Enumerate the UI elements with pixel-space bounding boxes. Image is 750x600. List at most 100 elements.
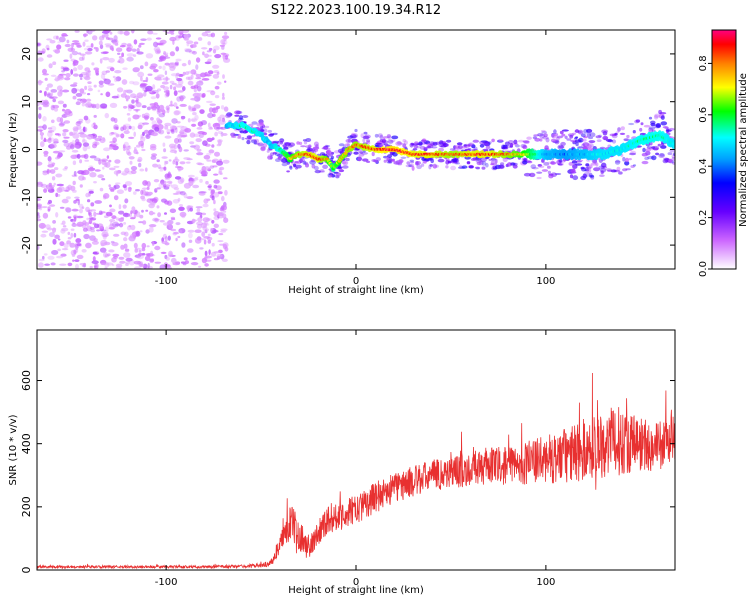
ridge-halo — [283, 146, 289, 150]
ridge-halo — [448, 160, 452, 164]
ridge-halo — [361, 152, 368, 155]
noise-speck — [67, 216, 72, 219]
noise-speck — [168, 63, 175, 68]
noise-speck — [125, 98, 129, 102]
noise-speck — [179, 95, 184, 102]
ridge-halo — [640, 122, 644, 126]
noise-speck — [62, 89, 70, 93]
noise-speck — [138, 263, 145, 268]
noise-speck — [138, 44, 142, 48]
ridge-halo — [671, 161, 675, 165]
noise-speck — [182, 30, 190, 34]
ridge-halo — [264, 125, 270, 129]
noise-speck — [77, 64, 83, 71]
ridge-halo — [568, 162, 574, 166]
ridge-halo — [345, 138, 352, 143]
noise-speck — [117, 30, 125, 35]
ridge-halo — [403, 140, 408, 146]
ridge-halo — [420, 139, 427, 142]
noise-speck — [71, 208, 79, 212]
noise-speck — [52, 220, 56, 224]
noise-speck — [48, 184, 55, 188]
noise-speck — [122, 67, 128, 70]
noise-speck — [174, 156, 178, 161]
noise-speck — [43, 150, 49, 155]
noise-speck — [79, 88, 85, 94]
noise-speck — [175, 190, 182, 195]
noise-speck — [48, 137, 52, 141]
noise-speck — [71, 50, 79, 56]
noise-speck — [82, 227, 88, 232]
ridge-halo — [574, 137, 578, 140]
ridge-halo — [442, 143, 446, 146]
noise-speck — [181, 62, 187, 67]
ridge-halo — [344, 143, 350, 147]
ridge-halo — [421, 163, 425, 167]
noise-speck — [69, 53, 73, 59]
noise-speck — [196, 207, 201, 213]
noise-speck — [175, 161, 179, 166]
noise-speck — [216, 126, 224, 130]
ridge-halo — [335, 175, 340, 179]
noise-speck — [176, 77, 183, 82]
noise-speck — [81, 92, 87, 95]
noise-speck — [179, 103, 187, 107]
noise-speck — [212, 165, 218, 168]
noise-speck — [214, 131, 219, 137]
noise-speck — [111, 263, 115, 267]
ridge-halo — [504, 141, 510, 146]
noise-speck — [93, 67, 100, 71]
noise-speck — [130, 224, 136, 231]
noise-speck — [112, 42, 118, 45]
noise-speck — [113, 195, 119, 201]
noise-speck — [130, 166, 138, 171]
noise-speck — [142, 80, 147, 82]
noise-speck — [141, 148, 146, 152]
noise-speck — [175, 46, 180, 52]
noise-speck — [213, 208, 217, 212]
ridge-halo — [377, 133, 383, 138]
noise-speck — [160, 105, 164, 111]
noise-speck — [85, 206, 90, 212]
noise-speck — [79, 262, 87, 266]
ridge-halo — [387, 154, 393, 159]
ridge-halo — [257, 142, 264, 147]
noise-speck — [167, 131, 170, 135]
ridge-halo — [614, 159, 621, 165]
ridge-halo — [235, 110, 243, 115]
noise-speck — [82, 169, 90, 175]
noise-speck — [72, 180, 76, 186]
noise-speck — [156, 50, 161, 54]
noise-speck — [39, 90, 42, 93]
ridge-halo — [531, 167, 539, 170]
ridge-halo — [623, 138, 629, 142]
noise-speck — [108, 57, 115, 63]
noise-speck — [175, 84, 183, 88]
ridge-halo — [373, 159, 379, 163]
noise-speck — [187, 229, 195, 233]
noise-speck — [213, 179, 220, 184]
noise-speck — [165, 257, 170, 261]
ridge-halo — [671, 156, 675, 162]
noise-speck — [111, 221, 120, 228]
noise-speck — [97, 135, 103, 138]
noise-speck — [74, 196, 80, 199]
noise-speck — [173, 231, 179, 235]
ridge-halo — [574, 139, 582, 143]
noise-speck — [122, 204, 127, 209]
noise-speck — [93, 124, 98, 130]
noise-speck — [142, 122, 150, 125]
noise-speck — [216, 71, 220, 75]
noise-speck — [127, 107, 132, 112]
ridge-halo — [458, 166, 465, 169]
noise-speck — [92, 256, 96, 262]
ridge-halo — [582, 173, 588, 179]
noise-speck — [163, 52, 169, 55]
spectrogram-x-tick-label: 100 — [536, 276, 555, 287]
noise-speck — [142, 180, 149, 186]
noise-speck — [100, 103, 108, 109]
ridge-halo — [522, 145, 528, 150]
noise-speck — [94, 200, 102, 204]
ridge-halo — [615, 160, 621, 163]
